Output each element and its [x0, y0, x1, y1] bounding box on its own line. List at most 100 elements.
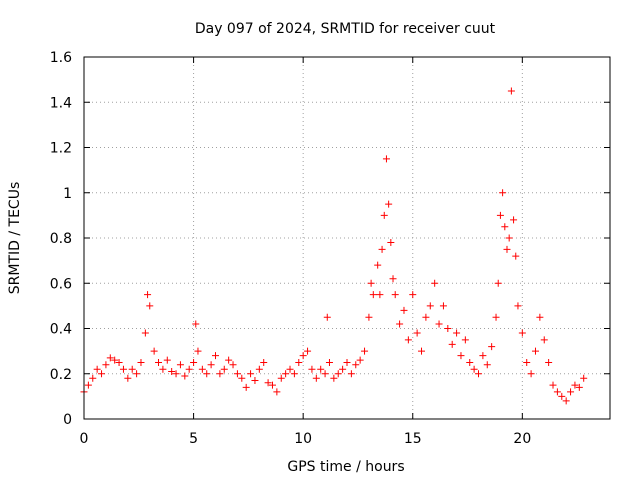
data-point [431, 279, 439, 287]
data-point [323, 313, 331, 321]
data-point [512, 252, 520, 260]
data-point [198, 365, 206, 373]
grid-lines [84, 57, 610, 419]
data-point [312, 374, 320, 382]
axis-ticks: 0 0.2 0.4 0.6 0.8 1 1.2 1.4 1.6 0 5 10 15 20 [50, 50, 610, 447]
data-point [181, 372, 189, 380]
data-point [268, 381, 276, 389]
data-point [453, 329, 461, 337]
data-point [549, 381, 557, 389]
data-point [343, 358, 351, 366]
data-point [220, 365, 228, 373]
data-point [321, 370, 329, 378]
data-points [80, 87, 588, 405]
data-point [146, 302, 154, 310]
data-point [290, 370, 298, 378]
data-point [273, 388, 281, 396]
data-point [277, 374, 285, 382]
data-point [330, 374, 338, 382]
data-point [409, 291, 417, 299]
data-point [89, 374, 97, 382]
data-point [527, 370, 535, 378]
data-point [102, 361, 110, 369]
data-point [308, 365, 316, 373]
data-point [247, 370, 255, 378]
data-point [150, 347, 158, 355]
x-tick-label: 0 [80, 431, 89, 447]
y-tick-label: 1.6 [50, 50, 72, 66]
data-point [282, 370, 290, 378]
data-point [475, 370, 482, 378]
data-point [93, 365, 101, 373]
data-point [229, 361, 237, 369]
data-point [233, 370, 241, 378]
data-point [510, 216, 518, 224]
data-point [207, 361, 215, 369]
data-point [155, 358, 163, 366]
data-point [176, 361, 184, 369]
data-point [382, 155, 390, 163]
data-point [466, 358, 474, 366]
y-tick-label: 0 [63, 412, 72, 428]
data-point [374, 261, 382, 269]
data-point [400, 306, 408, 314]
data-point [380, 211, 388, 219]
y-tick-label: 1.2 [50, 141, 72, 157]
data-point [203, 370, 211, 378]
data-point [496, 211, 504, 219]
data-point [111, 356, 119, 364]
x-tick-label: 5 [189, 431, 198, 447]
data-point [507, 87, 515, 95]
data-point [376, 291, 384, 299]
y-tick-label: 0.2 [50, 367, 72, 383]
data-point [536, 313, 544, 321]
data-point [334, 370, 342, 378]
data-point [325, 358, 333, 366]
data-point [545, 358, 553, 366]
data-point [558, 392, 566, 400]
data-point [439, 302, 447, 310]
data-point [128, 365, 136, 373]
data-point [492, 313, 500, 321]
data-point [575, 383, 583, 391]
data-point [133, 370, 141, 378]
data-point [418, 347, 426, 355]
data-point [483, 361, 491, 369]
y-tick-label: 0.6 [50, 276, 72, 292]
y-tick-label: 0.4 [50, 322, 72, 338]
data-point [422, 313, 430, 321]
data-point [365, 313, 373, 321]
y-tick-label: 1.4 [50, 95, 72, 111]
data-point [216, 370, 224, 378]
data-point [389, 275, 397, 283]
data-point [119, 365, 127, 373]
y-tick-label: 0.8 [50, 231, 72, 247]
data-point [404, 336, 412, 344]
data-point [347, 370, 355, 378]
x-axis-title: GPS time / hours [287, 459, 404, 475]
data-point [457, 352, 465, 360]
data-point [304, 347, 312, 355]
data-point [503, 245, 511, 253]
data-point [391, 291, 399, 299]
data-point [339, 365, 347, 373]
data-point [448, 340, 456, 348]
data-point [479, 352, 487, 360]
data-point [567, 388, 575, 396]
data-point [168, 367, 176, 375]
data-point [295, 358, 303, 366]
data-point [580, 374, 588, 382]
data-point [144, 291, 152, 299]
data-point [385, 200, 393, 208]
y-tick-label: 1 [63, 186, 72, 202]
data-point [518, 329, 526, 337]
data-point [255, 365, 263, 373]
data-point [499, 189, 507, 197]
data-point [413, 329, 421, 337]
data-point [194, 347, 202, 355]
data-point [106, 354, 114, 362]
data-point [361, 347, 369, 355]
y-axis-title: SRMTID / TECUs [7, 182, 23, 295]
data-point [286, 365, 294, 373]
data-point [264, 379, 272, 387]
